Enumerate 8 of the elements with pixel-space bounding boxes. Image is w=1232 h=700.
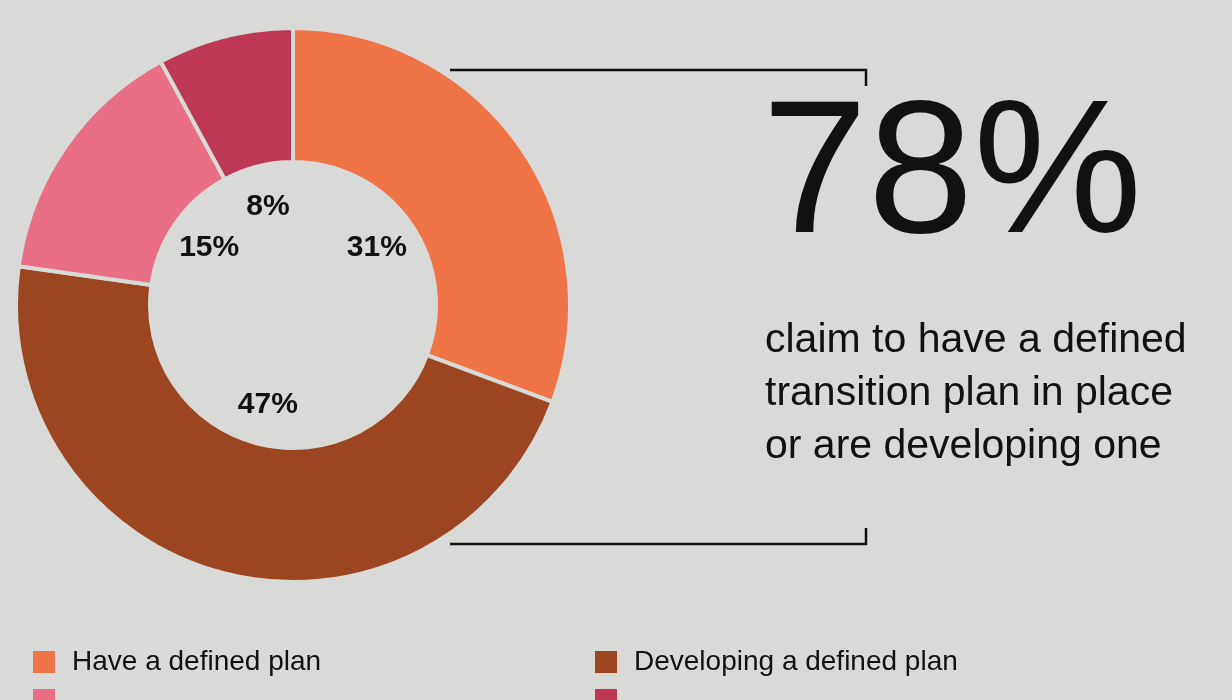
text: claim to have a defined transition plan in place or are developing one xyxy=(765,314,1188,469)
data-label: 31% xyxy=(346,228,407,262)
data-label: 8% xyxy=(246,188,290,222)
text: 78% xyxy=(762,60,1144,272)
legend-label: Developing a defined plan xyxy=(634,645,958,676)
legend-label: Have a defined plan xyxy=(72,645,322,676)
data-label: 15% xyxy=(179,228,240,262)
data-label: 47% xyxy=(237,385,298,419)
